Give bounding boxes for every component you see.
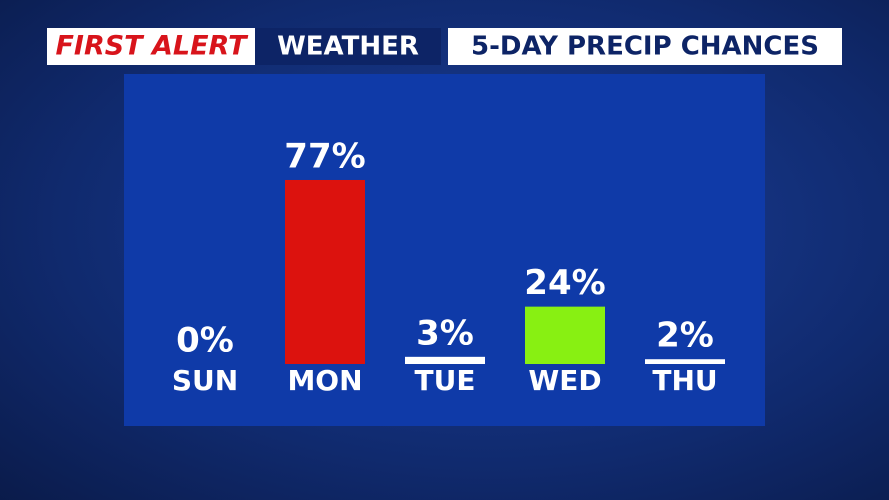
value-label: 0% bbox=[176, 321, 234, 361]
x-tick-label: SUN bbox=[172, 364, 238, 397]
value-label: 3% bbox=[416, 313, 474, 353]
title-box bbox=[448, 28, 842, 65]
chart-title: 5-DAY PRECIP CHANCES bbox=[471, 32, 819, 62]
x-tick-label: WED bbox=[528, 364, 601, 397]
x-tick-label: MON bbox=[287, 364, 362, 397]
value-label: 77% bbox=[284, 136, 365, 176]
value-label: 2% bbox=[656, 316, 714, 356]
brand-box bbox=[47, 28, 255, 65]
bar bbox=[405, 356, 485, 364]
brand: FIRST ALERT bbox=[55, 31, 249, 62]
weather-box bbox=[255, 28, 441, 65]
x-tick-label: THU bbox=[652, 364, 717, 397]
bar bbox=[525, 306, 605, 364]
weather-label: WEATHER bbox=[277, 32, 419, 62]
value-label: 24% bbox=[524, 263, 605, 303]
bar bbox=[645, 359, 725, 364]
x-tick-label: TUE bbox=[415, 364, 476, 397]
plot-panel bbox=[124, 74, 765, 426]
bar bbox=[285, 179, 365, 364]
